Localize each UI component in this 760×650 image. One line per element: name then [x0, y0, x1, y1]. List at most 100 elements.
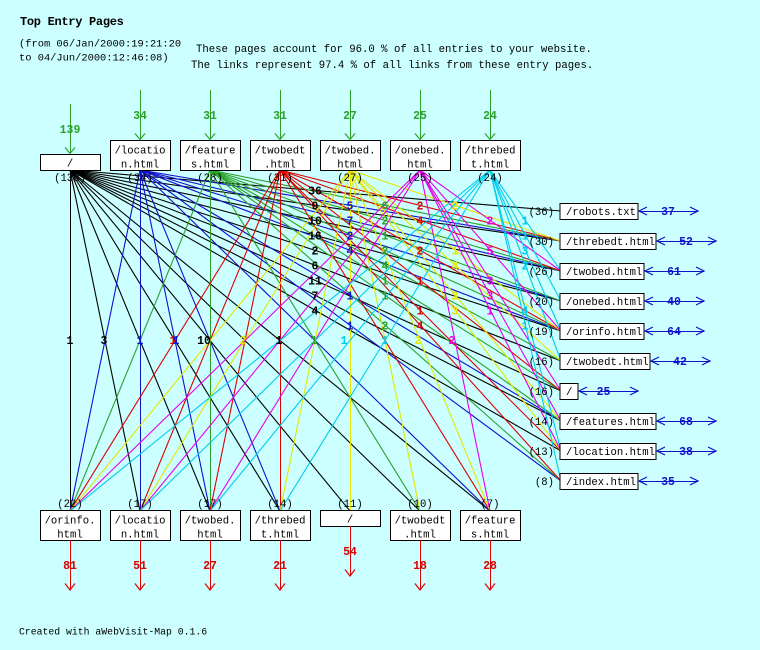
svg-text:1: 1	[382, 276, 389, 289]
svg-text:11: 11	[308, 276, 322, 289]
svg-text:Created with aWebVisit-Map 0.1: Created with aWebVisit-Map 0.1.6	[19, 627, 207, 638]
svg-text:html: html	[197, 530, 222, 542]
svg-text:34: 34	[133, 110, 147, 123]
svg-text:/twobedt: /twobedt	[255, 146, 306, 158]
svg-text:1: 1	[452, 246, 459, 259]
svg-text:61: 61	[667, 266, 681, 279]
svg-text:/twobedt.html: /twobedt.html	[566, 357, 649, 369]
svg-text:2: 2	[522, 261, 529, 274]
svg-text:35: 35	[661, 476, 675, 489]
svg-text:n.html: n.html	[121, 160, 159, 172]
svg-text:(17): (17)	[127, 499, 152, 511]
svg-text:/onebed.: /onebed.	[395, 146, 446, 158]
svg-text:/threbed: /threbed	[255, 516, 306, 528]
svg-text:/feature: /feature	[185, 146, 236, 158]
svg-text:html: html	[337, 160, 362, 172]
svg-text:.html: .html	[404, 530, 436, 542]
svg-text:1: 1	[487, 306, 494, 319]
svg-text:64: 64	[667, 326, 681, 339]
svg-text:The links represent 97.4 % of: The links represent 97.4 % of all links …	[191, 60, 593, 72]
svg-text:54: 54	[343, 546, 357, 559]
svg-text:(14): (14)	[267, 499, 292, 511]
svg-text:html: html	[407, 160, 432, 172]
svg-text:.html: .html	[264, 160, 296, 172]
svg-text:2: 2	[382, 246, 389, 259]
svg-text:2: 2	[382, 321, 389, 334]
svg-text:1: 1	[522, 231, 529, 244]
svg-text:10: 10	[308, 216, 322, 229]
svg-text:4: 4	[417, 216, 424, 229]
svg-text:/: /	[347, 515, 353, 527]
svg-text:1: 1	[276, 335, 283, 348]
svg-text:1: 1	[137, 335, 144, 348]
svg-text:1: 1	[173, 335, 180, 348]
svg-text:16: 16	[308, 231, 322, 244]
svg-text:html: html	[57, 530, 82, 542]
svg-text:(27): (27)	[337, 173, 362, 185]
svg-text:Top Entry Pages: Top Entry Pages	[20, 15, 124, 29]
svg-text:/twobed.: /twobed.	[325, 146, 376, 158]
svg-text:27: 27	[203, 560, 217, 573]
svg-text:25: 25	[597, 386, 611, 399]
svg-text:81: 81	[63, 560, 77, 573]
svg-text:7: 7	[312, 291, 319, 304]
svg-text:1: 1	[382, 231, 389, 244]
svg-text:These pages account for 96.0 %: These pages account for 96.0 % of all en…	[196, 44, 592, 56]
svg-text:(16): (16)	[529, 387, 554, 399]
svg-text:2: 2	[487, 216, 494, 229]
svg-text:2: 2	[452, 291, 459, 304]
svg-text:t.html: t.html	[261, 530, 299, 542]
svg-text:1: 1	[347, 291, 354, 304]
svg-text:(34): (34)	[127, 173, 152, 185]
svg-text:3: 3	[522, 246, 529, 259]
svg-text:1: 1	[522, 321, 529, 334]
svg-text:10: 10	[197, 335, 211, 348]
svg-text:(14): (14)	[529, 417, 554, 429]
svg-text:1: 1	[417, 306, 424, 319]
svg-text:to 04/Jun/2000:12:46:08): to 04/Jun/2000:12:46:08)	[19, 53, 169, 65]
svg-text:2: 2	[347, 231, 354, 244]
svg-text:(26): (26)	[529, 267, 554, 279]
svg-text:/twobedt: /twobedt	[395, 516, 446, 528]
svg-text:1: 1	[67, 335, 74, 348]
svg-text:6: 6	[382, 201, 389, 214]
svg-text:/robots.txt: /robots.txt	[566, 207, 636, 219]
svg-text:(25): (25)	[407, 173, 432, 185]
svg-text:(28): (28)	[197, 173, 222, 185]
svg-text:/onebed.html: /onebed.html	[566, 297, 642, 309]
svg-text:3: 3	[452, 306, 459, 319]
svg-text:/twobed.html: /twobed.html	[566, 267, 642, 279]
svg-text:n.html: n.html	[121, 530, 159, 542]
svg-text:38: 38	[679, 446, 693, 459]
svg-text:(7): (7)	[480, 499, 499, 511]
svg-text:31: 31	[273, 110, 287, 123]
svg-text:/: /	[566, 387, 572, 399]
svg-text:24: 24	[483, 110, 497, 123]
svg-text:(138): (138)	[54, 173, 86, 185]
svg-text:3: 3	[487, 291, 494, 304]
svg-text:4: 4	[312, 306, 319, 319]
svg-text:139: 139	[60, 124, 81, 137]
svg-text:9: 9	[312, 201, 319, 214]
svg-text:3: 3	[101, 335, 108, 348]
svg-text:/: /	[67, 159, 73, 171]
svg-text:1: 1	[341, 335, 348, 348]
svg-text:4: 4	[382, 261, 389, 274]
svg-text:1: 1	[311, 335, 318, 348]
svg-text:/orinfo.: /orinfo.	[45, 516, 96, 528]
svg-text:28: 28	[483, 560, 497, 573]
svg-text:(24): (24)	[477, 173, 502, 185]
svg-text:4: 4	[522, 306, 529, 319]
svg-text:/threbed: /threbed	[465, 146, 516, 158]
svg-text:2: 2	[312, 246, 319, 259]
svg-text:68: 68	[679, 416, 693, 429]
svg-text:4: 4	[452, 261, 459, 274]
svg-text:/threbedt.html: /threbedt.html	[566, 237, 655, 249]
svg-text:2: 2	[417, 246, 424, 259]
svg-text:1: 1	[347, 321, 354, 334]
svg-text:/orinfo.html: /orinfo.html	[566, 327, 642, 339]
svg-text:/location.html: /location.html	[566, 447, 655, 459]
svg-text:(22): (22)	[57, 499, 82, 511]
svg-text:(17): (17)	[197, 499, 222, 511]
svg-text:(8): (8)	[535, 477, 554, 489]
